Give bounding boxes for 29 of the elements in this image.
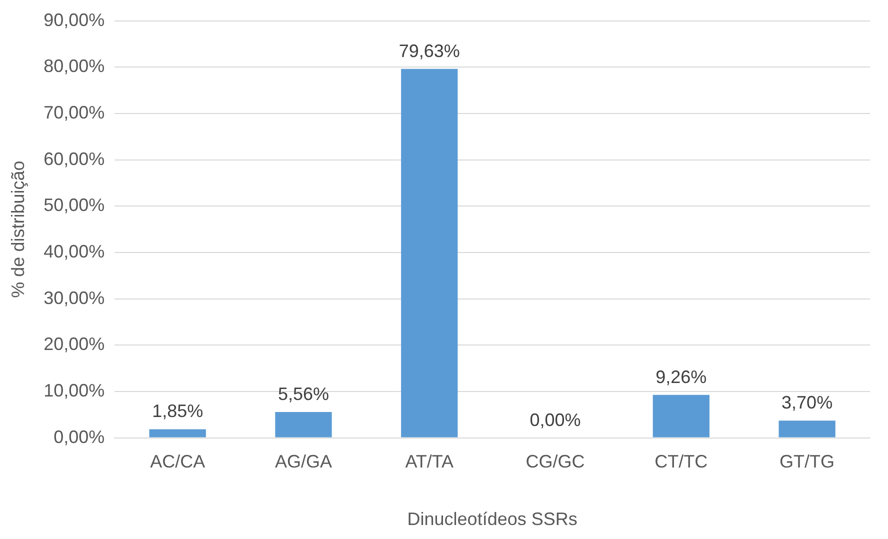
data-label: 79,63% — [398, 40, 460, 61]
y-tick-label: 40,00% — [44, 241, 105, 262]
bar — [401, 68, 458, 438]
bar — [275, 412, 332, 438]
y-axis-title: % de distribuição — [8, 160, 28, 298]
y-tick-label: 70,00% — [44, 102, 105, 122]
data-label: 5,56% — [278, 384, 330, 404]
x-tick-label: AC/CA — [150, 452, 206, 472]
x-axis-title: Dinucleotídeos SSRs — [407, 509, 578, 530]
y-tick-label: 0,00% — [54, 426, 105, 447]
y-tick-label: 20,00% — [44, 334, 105, 354]
y-tick-label: 90,00% — [44, 10, 105, 30]
data-label: 9,26% — [656, 366, 707, 387]
y-tick-label: 80,00% — [44, 56, 105, 76]
x-tick-label: CT/TC — [654, 452, 708, 472]
x-tick-label: GT/TG — [780, 452, 835, 472]
bar — [652, 394, 710, 438]
bar — [778, 420, 836, 438]
y-tick-label: 10,00% — [44, 380, 105, 400]
x-tick-label: AG/GA — [274, 452, 332, 472]
y-tick-label: 50,00% — [44, 195, 105, 216]
y-tick-label: 30,00% — [44, 288, 105, 308]
x-tick-label: AT/TA — [405, 452, 454, 472]
bar — [149, 429, 206, 438]
data-label: 3,70% — [782, 392, 833, 413]
data-label: 0,00% — [530, 410, 581, 430]
y-tick-label: 60,00% — [44, 148, 105, 169]
x-tick-label: CG/GC — [526, 452, 585, 472]
data-label: 1,85% — [152, 401, 204, 422]
